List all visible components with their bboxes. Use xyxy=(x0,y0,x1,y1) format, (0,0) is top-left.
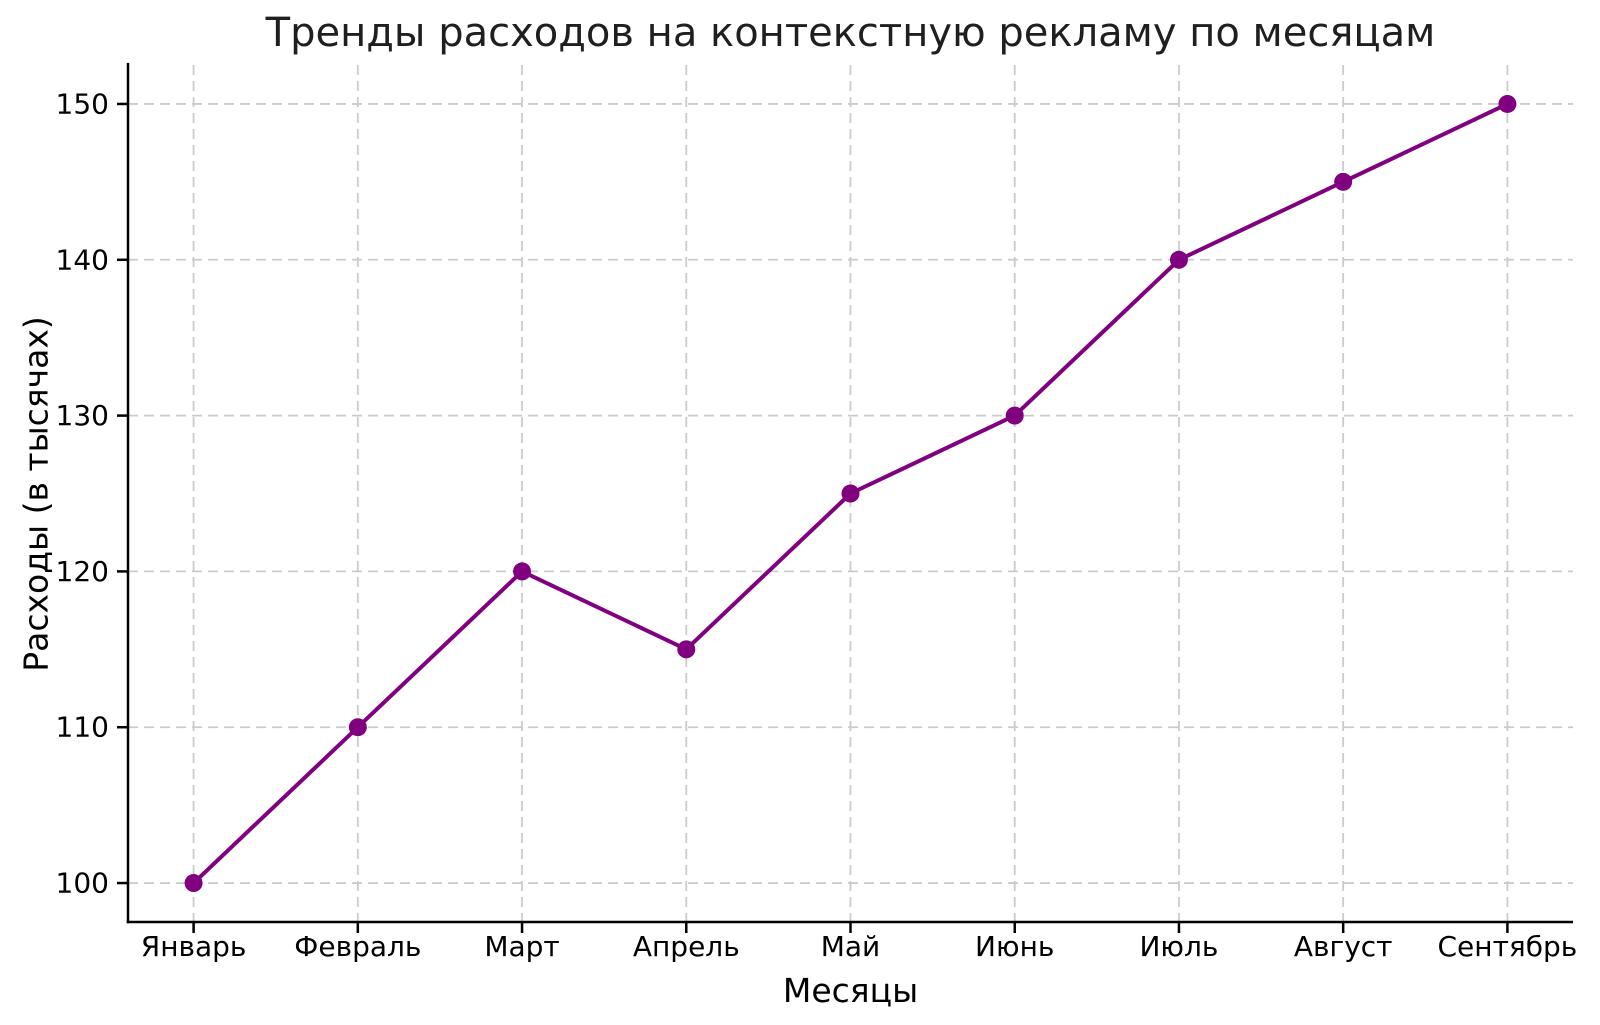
data-point-marker xyxy=(348,718,367,737)
x-axis-label: Месяцы xyxy=(782,971,919,1010)
data-point-marker xyxy=(1005,406,1024,425)
data-point-marker xyxy=(1334,172,1353,191)
x-tick-label: Апрель xyxy=(633,930,740,963)
x-tick-label: Январь xyxy=(141,930,247,963)
data-point-marker xyxy=(1169,250,1188,269)
x-tick-label: Сентябрь xyxy=(1438,930,1578,963)
chart-title: Тренды расходов на контекстную рекламу п… xyxy=(265,10,1436,56)
x-tick-label: Март xyxy=(484,930,559,963)
data-point-marker xyxy=(513,562,532,581)
y-tick-label: 100 xyxy=(56,867,109,900)
x-tick-label: Февраль xyxy=(294,930,421,963)
x-tick-label: Май xyxy=(821,930,881,963)
y-tick-label: 110 xyxy=(56,711,109,744)
y-tick-label: 120 xyxy=(56,555,109,588)
y-tick-label: 130 xyxy=(56,399,109,432)
data-point-marker xyxy=(841,484,860,503)
x-tick-label: Август xyxy=(1294,930,1393,963)
data-point-marker xyxy=(184,874,203,893)
y-tick-label: 140 xyxy=(56,243,109,276)
data-point-marker xyxy=(677,640,696,659)
y-tick-label: 150 xyxy=(56,87,109,120)
data-point-marker xyxy=(1498,94,1517,113)
x-tick-label: Июнь xyxy=(975,930,1054,963)
x-tick-label: Июль xyxy=(1139,930,1218,963)
